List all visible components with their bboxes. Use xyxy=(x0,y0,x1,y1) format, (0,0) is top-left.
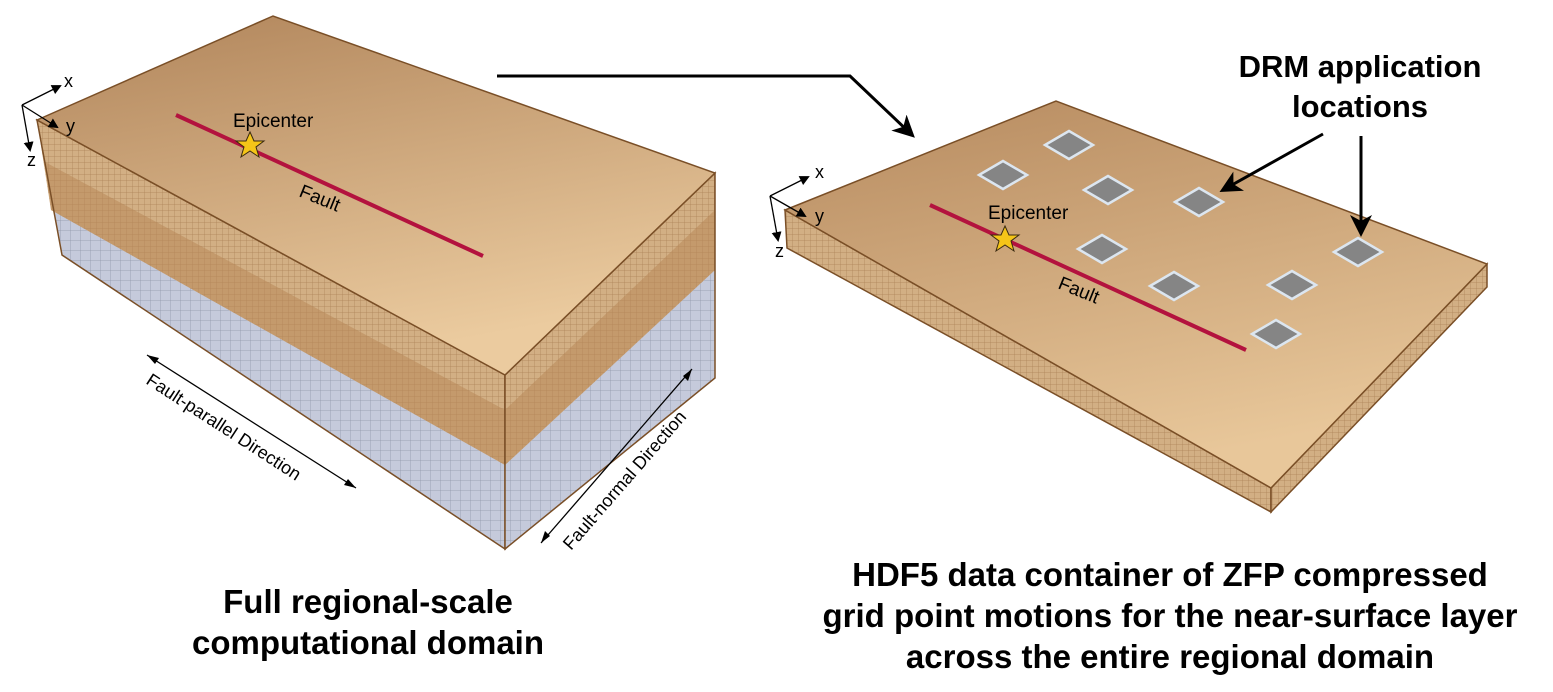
left-caption-line2: computational domain xyxy=(191,624,544,661)
right-axis-y-label: y xyxy=(815,206,824,226)
drm-patch xyxy=(1075,233,1129,265)
drm-patch xyxy=(976,159,1030,191)
left-axes-icon: x y z xyxy=(21,71,75,170)
drm-patch xyxy=(1249,318,1303,350)
drm-patch xyxy=(1042,129,1096,161)
left-domain-block: Epicenter Fault x y z Fault-parallel Dir… xyxy=(21,15,717,554)
left-fault-line xyxy=(175,113,484,258)
right-caption-line2: grid point motions for the near-surface … xyxy=(822,597,1518,634)
drm-patch xyxy=(1147,270,1201,302)
right-axis-z-label: z xyxy=(775,241,784,261)
right-caption-line1: HDF5 data container of ZFP compressed xyxy=(852,556,1488,593)
drm-patch xyxy=(1172,186,1226,218)
left-axis-y-label: y xyxy=(66,116,75,136)
right-fault-line xyxy=(929,203,1247,352)
right-axes-icon: x y z xyxy=(769,162,824,261)
right-top-face xyxy=(783,100,1489,489)
left-caption-line1: Full regional-scale xyxy=(223,583,513,620)
left-top-face xyxy=(35,15,717,376)
left-front-face xyxy=(35,118,506,551)
fault-parallel-arrow xyxy=(146,354,357,489)
left-epicenter-label: Epicenter xyxy=(233,111,314,132)
drm-label-line2: locations xyxy=(1292,89,1428,124)
left-caption: Full regional-scale computational domain xyxy=(150,581,586,663)
drm-patch xyxy=(1081,174,1135,206)
left-epicenter-star-icon xyxy=(234,130,266,159)
left-axis-x-label: x xyxy=(64,71,73,91)
right-caption: HDF5 data container of ZFP compressed gr… xyxy=(790,554,1550,677)
right-epicenter-label: Epicenter xyxy=(988,203,1069,224)
drm-label-line1: DRM application xyxy=(1239,49,1482,84)
right-axis-x-label: x xyxy=(815,162,824,182)
right-caption-line3: across the entire regional domain xyxy=(905,638,1435,675)
drm-patches xyxy=(976,129,1385,350)
right-epicenter-star-icon xyxy=(989,224,1021,253)
transfer-arrow xyxy=(497,74,915,138)
drm-patch xyxy=(1265,269,1319,301)
drm-patch xyxy=(1331,236,1385,268)
fault-normal-arrow xyxy=(540,368,693,544)
right-domain-block: Epicenter Fault x y z DRM application lo… xyxy=(769,49,1489,514)
left-axis-z-label: z xyxy=(27,150,36,170)
drm-arrow-left xyxy=(1219,132,1324,192)
